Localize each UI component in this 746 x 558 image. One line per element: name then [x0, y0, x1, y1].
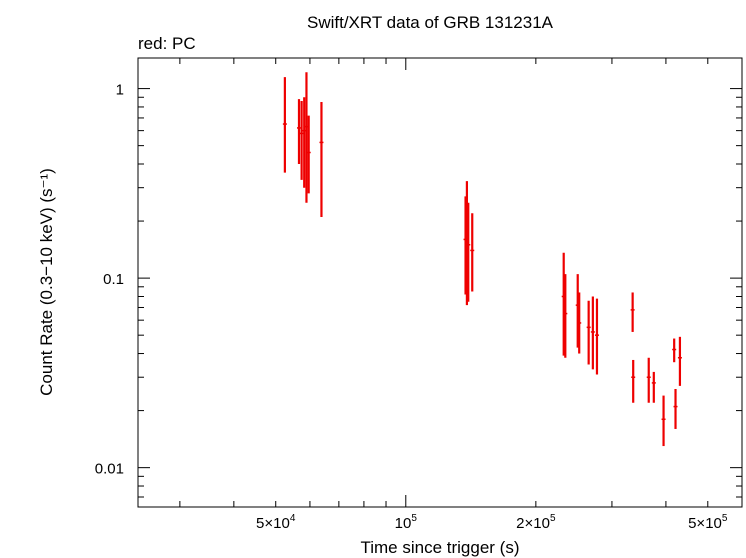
data-point	[282, 77, 287, 173]
data-point	[631, 359, 636, 403]
x-tick-label-exponent: 4	[290, 513, 296, 524]
x-tick-label: 105	[395, 513, 418, 532]
x-tick-label: 5×105	[688, 513, 728, 532]
data-point	[646, 357, 651, 403]
y-tick-label: 0.01	[95, 461, 124, 478]
x-axis-label: Time since trigger (s)	[360, 538, 519, 557]
data-point	[672, 338, 677, 363]
data-point	[319, 101, 324, 218]
data-point	[677, 336, 682, 386]
y-axis-label: Count Rate (0.3−10 keV) (s⁻¹)	[37, 168, 56, 396]
plot-frame	[137, 57, 743, 508]
data-point	[651, 371, 656, 403]
data-point	[630, 292, 635, 332]
data-point	[661, 395, 666, 447]
x-tick-label: 5×104	[256, 513, 296, 532]
chart-subtitle: red: PC	[138, 34, 196, 53]
x-tick-label-base: 5×10	[256, 515, 290, 532]
data-point	[590, 296, 595, 370]
data-point	[673, 389, 678, 429]
x-tick-label: 2×105	[516, 513, 556, 532]
data-point	[563, 274, 568, 358]
data-point	[299, 100, 304, 180]
data-point	[594, 298, 599, 375]
data-point	[577, 292, 582, 354]
data-point	[470, 213, 475, 292]
x-tick-label-exponent: 5	[722, 513, 728, 524]
data-point	[586, 300, 591, 365]
y-tick-label: 0.1	[103, 271, 124, 288]
data-point	[296, 99, 301, 165]
data-point	[466, 202, 471, 302]
chart-title: Swift/XRT data of GRB 131231A	[307, 13, 554, 32]
x-tick-label-base: 2×10	[516, 515, 550, 532]
x-tick-label-base: 5×10	[688, 515, 722, 532]
x-tick-label-exponent: 5	[550, 513, 556, 524]
data-point	[306, 115, 311, 194]
y-tick-label: 1	[116, 82, 124, 99]
x-tick-label-base: 10	[395, 515, 412, 532]
axis-ticks	[138, 58, 743, 507]
data-points	[282, 72, 682, 447]
x-tick-label-exponent: 5	[411, 513, 417, 524]
